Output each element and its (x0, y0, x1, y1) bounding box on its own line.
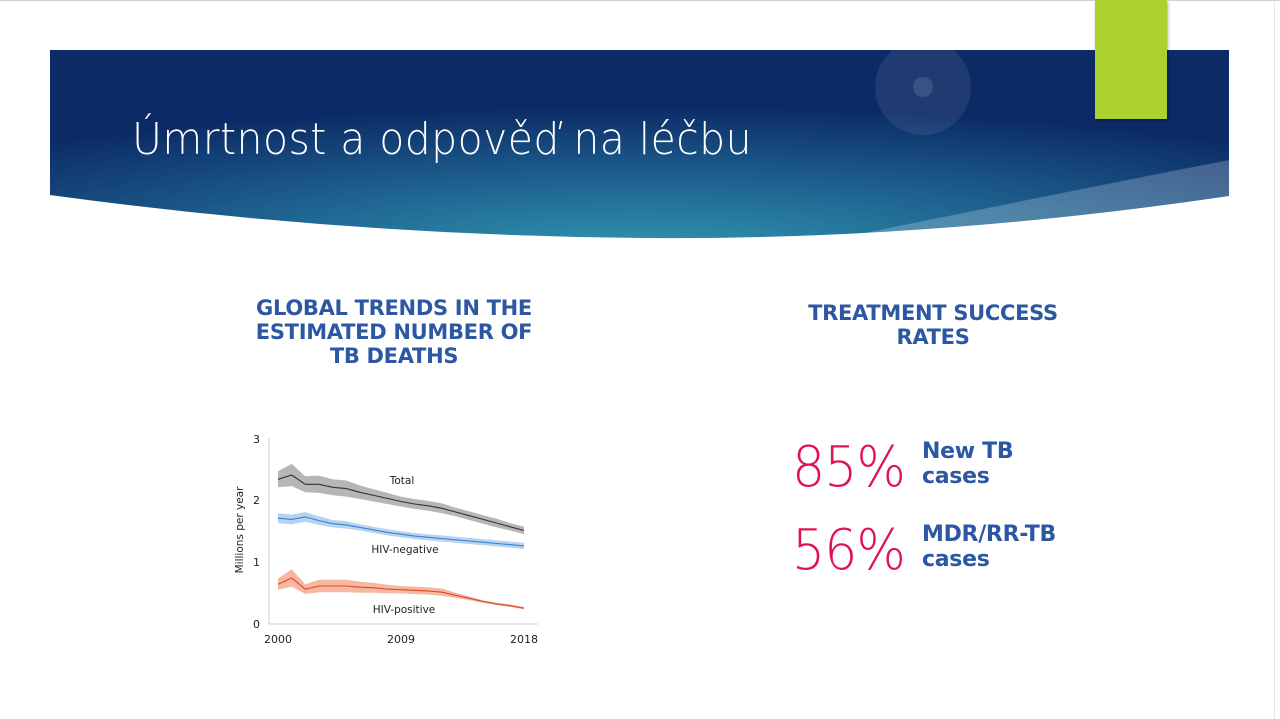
banner-decor-dot (913, 77, 933, 97)
stat-label-line: MDR/RR-TB (922, 522, 1056, 547)
tb-deaths-chart: 0 1 2 3 2000 2009 2018 Millions per year… (220, 425, 550, 650)
x-tick-label: 2009 (387, 633, 415, 646)
banner-decor-circle (875, 50, 971, 135)
stat-label: MDR/RR-TB cases (922, 522, 1056, 572)
series-label-hiv-positive: HIV-positive (373, 604, 436, 616)
treatment-heading-line: TREATMENT SUCCESS (808, 301, 1058, 325)
series-line-hiv-positive (277, 577, 525, 609)
chart-heading: GLOBAL TRENDS IN THE ESTIMATED NUMBER OF… (238, 296, 550, 368)
stat-label-line: cases (922, 547, 990, 572)
uncertainty-band-total (278, 463, 524, 535)
y-axis-label: Millions per year (234, 486, 246, 574)
stat-label-line: New TB (922, 439, 1014, 464)
chart-heading-line: GLOBAL TRENDS IN THE (256, 296, 532, 320)
stat-label-line: cases (922, 464, 990, 489)
chart-heading-line: ESTIMATED NUMBER OF (255, 320, 533, 344)
stat-label: New TB cases (922, 439, 1014, 489)
series-label-total: Total (389, 475, 415, 487)
y-tick-label: 1 (253, 556, 260, 569)
y-tick-label: 3 (253, 433, 260, 446)
banner-swoosh (850, 160, 1229, 236)
x-tick-label: 2018 (510, 633, 538, 646)
y-tick-label: 0 (253, 618, 260, 631)
right-border (1274, 0, 1275, 719)
stat-value: 56% (792, 518, 906, 583)
accent-tab (1095, 0, 1167, 119)
treatment-heading: TREATMENT SUCCESS RATES (780, 301, 1086, 349)
series-label-hiv-negative: HIV-negative (371, 544, 438, 556)
banner-shape (50, 50, 1229, 239)
slide-title: Úmrtnost a odpověď na léčbu (132, 114, 753, 165)
series-line-hiv-negative (277, 516, 525, 547)
series-line-total (277, 474, 525, 532)
treatment-heading-line: RATES (896, 325, 970, 349)
title-banner (50, 50, 1229, 240)
x-tick-label: 2000 (264, 633, 292, 646)
y-tick-label: 2 (253, 494, 260, 507)
stat-value: 85% (792, 435, 906, 500)
chart-heading-line: TB DEATHS (329, 344, 459, 368)
top-border (0, 0, 1280, 1)
uncertainty-band-hiv-negative (278, 512, 524, 549)
